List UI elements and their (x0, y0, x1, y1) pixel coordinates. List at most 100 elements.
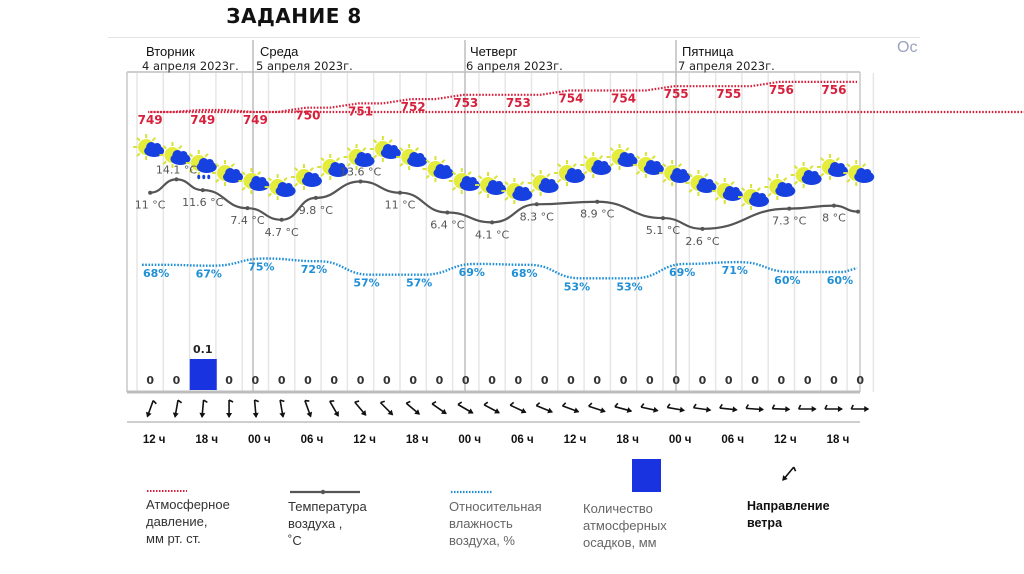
legend-humidity-line-2: влажность (449, 516, 513, 531)
wind-arrow-barb (745, 404, 750, 409)
sun-cloud-icon (790, 162, 822, 188)
sun-ray (372, 139, 378, 144)
cutoff-text: Ос (897, 39, 918, 56)
pressure-label: 755 (664, 87, 689, 101)
wind-arrow-icon (535, 402, 553, 414)
wind-arrow-icon (588, 402, 606, 414)
pressure-label: 754 (611, 92, 636, 106)
sun-ray (820, 157, 825, 162)
precipitation-value-label: 0 (146, 374, 154, 387)
time-label: 06 ч (301, 434, 324, 446)
sun-ray (609, 162, 614, 167)
sun-ray (625, 147, 630, 152)
sun-cloud-icon (422, 156, 454, 182)
sun-ray (635, 170, 641, 175)
humidity-label: 57% (353, 277, 379, 290)
wind-arrow-barb (797, 404, 802, 410)
sun-ray (425, 159, 430, 164)
sun-cloud-icon (632, 152, 664, 178)
cloud-puff (303, 172, 314, 182)
legend-temperature-line-2: воздуха , (288, 516, 343, 531)
sun-cloud-icon (238, 168, 270, 194)
precipitation-value-label: 0 (646, 374, 654, 387)
wind-arrow-barb (640, 403, 645, 408)
sun-ray (557, 178, 562, 183)
top-divider (108, 37, 920, 38)
cloud-puff (566, 168, 577, 178)
cloud-puff (751, 192, 762, 202)
sun-ray (546, 173, 551, 178)
precipitation-value-label: 0 (541, 374, 549, 387)
temperature-label: 11 °C (385, 199, 416, 212)
temperature-point (245, 206, 250, 211)
sun-ray (767, 192, 772, 197)
cloud-puff (619, 152, 630, 162)
precipitation-value-label: 0 (278, 374, 286, 387)
sun-ray (335, 157, 341, 162)
cloud-puff (277, 182, 288, 192)
cloud-puff (521, 187, 530, 195)
precipitation-value-label: 0 (383, 374, 391, 387)
sun-cloud-icon (264, 174, 296, 200)
legend-temperature-line-1: Температура (288, 499, 367, 514)
sun-ray (241, 186, 246, 191)
cloud-puff (863, 169, 872, 177)
cloud-puff (705, 179, 714, 187)
wind-arrow-barb (152, 399, 157, 405)
sun-ray (677, 163, 683, 168)
humidity-label: 71% (722, 264, 748, 277)
wind-arrow-barb (228, 399, 234, 403)
sun-cloud-icon (711, 178, 743, 204)
humidity-label: 75% (248, 261, 274, 274)
wind-arrow-barb (177, 399, 183, 404)
temperature-point (534, 202, 539, 207)
sun-cloud-icon (764, 174, 796, 200)
precipitation-value-label: 0 (830, 374, 838, 387)
wind-arrow-barb (254, 399, 260, 403)
legend-wind-arrow-icon (782, 466, 797, 481)
sun-ray (309, 167, 314, 172)
cloud-puff (409, 152, 420, 162)
sun-ray (741, 187, 746, 192)
precipitation-value-label: 0 (672, 374, 680, 387)
sun-ray (730, 181, 735, 186)
cloud-puff (856, 168, 867, 178)
pressure-label: 750 (295, 109, 320, 123)
time-label: 18 ч (195, 434, 218, 446)
day-date: 5 апреля 2023г. (256, 59, 353, 73)
wind-arrow-barb (771, 404, 776, 410)
wind-arrow-barb (380, 400, 385, 404)
humidity-label: 68% (143, 267, 169, 280)
sun-ray (793, 180, 798, 185)
cloud-puff (777, 182, 788, 192)
sun-ray (267, 177, 272, 182)
sun-ray (346, 162, 351, 167)
wind-arrow-head (732, 406, 738, 413)
cloud-puff (284, 183, 293, 191)
day-date: 4 апреля 2023г. (142, 59, 239, 73)
humidity-label: 67% (196, 268, 222, 281)
temperature-point (700, 226, 705, 231)
sun-ray (257, 171, 262, 176)
sun-ray (346, 147, 351, 152)
temperature-label: 4.1 °C (475, 228, 509, 241)
sun-ray (283, 177, 288, 182)
day-date: 6 апреля 2023г. (466, 59, 563, 73)
wind-arrow-icon (692, 403, 712, 413)
temperature-label: 8 °C (822, 212, 846, 225)
temperature-label: 14.1 °C (156, 163, 197, 176)
cloud-puff (679, 169, 688, 177)
wind-arrow-head (414, 409, 421, 415)
sun-ray (688, 173, 693, 178)
cloud-puff (758, 193, 767, 201)
pressure-label: 749 (190, 113, 215, 127)
cloud-puff (310, 173, 319, 181)
legend-humidity-line-1: Относительная (449, 499, 542, 514)
legend-humidity-line-3: воздуха, % (449, 533, 515, 548)
sun-ray (662, 178, 667, 183)
humidity-label: 69% (459, 266, 485, 279)
sun-ray (583, 155, 588, 160)
cloud-puff (205, 159, 214, 167)
wind-arrow-barb (535, 402, 541, 407)
sun-ray (820, 172, 825, 177)
